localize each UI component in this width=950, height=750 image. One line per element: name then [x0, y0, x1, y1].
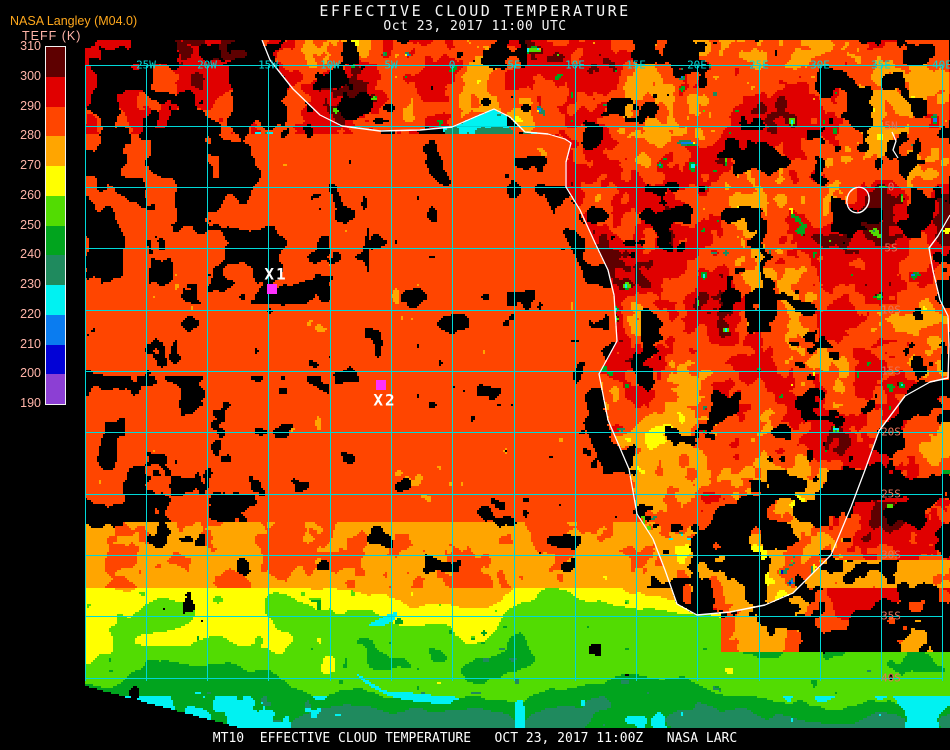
footer-bar: MT10 EFFECTIVE CLOUD TEMPERATURE OCT 23,… — [212, 731, 738, 746]
colorbar-segment — [46, 374, 65, 404]
colorbar — [45, 46, 66, 405]
page-title: EFFECTIVE CLOUD TEMPERATURE — [319, 2, 631, 20]
colorbar-tick: 260 — [20, 187, 41, 202]
colorbar-tick: 190 — [20, 396, 41, 410]
colorbar-segment — [46, 136, 65, 166]
colorbar-segment — [46, 106, 65, 137]
colorbar-segment — [46, 225, 65, 256]
colorbar-segment — [46, 195, 65, 226]
colorbar-tick: 200 — [20, 366, 41, 381]
colorbar-tick: 210 — [20, 336, 41, 351]
colorbar-segment — [46, 314, 65, 345]
colorbar-segment — [46, 166, 65, 196]
colorbar-tick: 300 — [20, 68, 41, 83]
colorbar-tick: 280 — [20, 128, 41, 143]
colorbar-tick: 250 — [20, 217, 41, 232]
colorbar-title: TEFF (K) — [22, 29, 82, 43]
colorbar-segment — [46, 76, 65, 107]
source-label: NASA Langley (M04.0) — [10, 14, 138, 28]
colorbar-segment — [46, 47, 65, 77]
colorbar-segment — [46, 255, 65, 285]
page-subtitle: Oct 23, 2017 11:00 UTC — [383, 19, 567, 34]
colorbar-tick: 240 — [20, 247, 41, 262]
colorbar-tick: 310 — [20, 39, 41, 53]
colorbar-segment — [46, 344, 65, 375]
colorbar-segment — [46, 285, 65, 315]
colorbar-tick: 270 — [20, 158, 41, 172]
colorbar-tick: 230 — [20, 277, 41, 291]
colorbar-tick: 220 — [20, 306, 41, 321]
satellite-map — [85, 40, 950, 728]
colorbar-tick: 290 — [20, 98, 41, 113]
